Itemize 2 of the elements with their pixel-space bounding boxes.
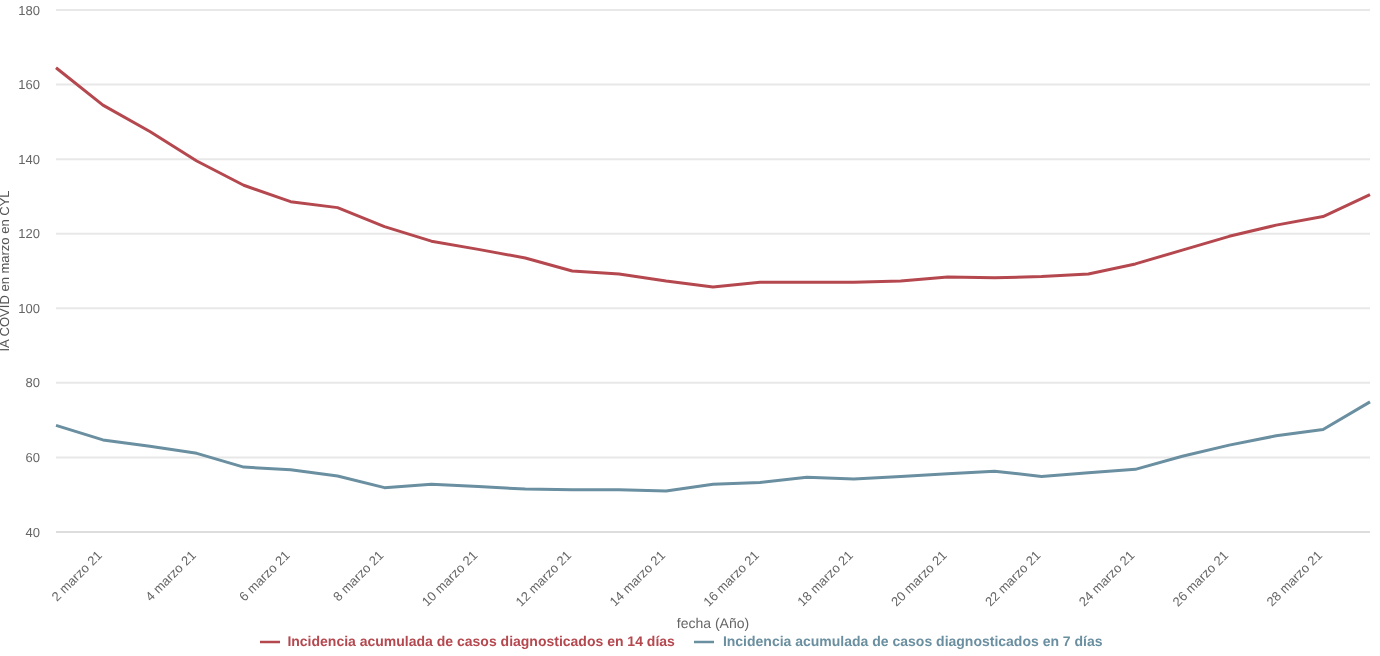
- line-series: [54, 400, 1372, 493]
- line-series: [54, 66, 1372, 289]
